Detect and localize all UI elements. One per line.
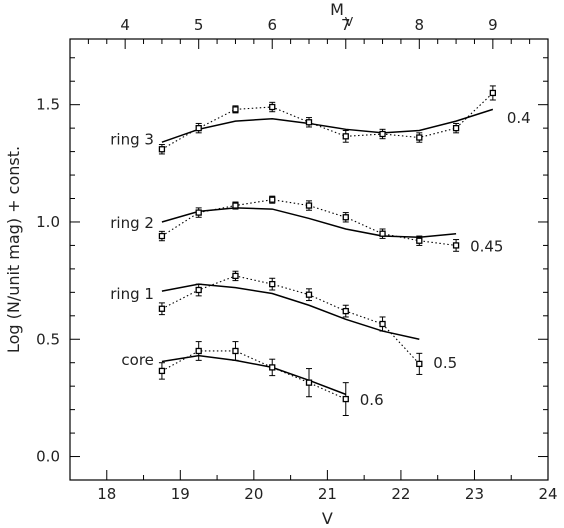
- observed-line: [161, 275, 420, 365]
- data-point: [342, 307, 349, 315]
- data-point: [416, 134, 423, 141]
- top-tick-label: 8: [415, 16, 425, 34]
- model-line: [161, 283, 420, 340]
- y-tick-label: 0.0: [36, 448, 60, 466]
- series-name-label: ring 3: [110, 131, 154, 149]
- data-point: [195, 209, 202, 216]
- series-group: [158, 270, 423, 375]
- x-tick-label: 18: [97, 485, 116, 503]
- annotations: 18 19 20 21 22 23 24 4 5 6 7 8 9 0.0 0.5 1.0 1.5 V Log (N/…: [4, 0, 558, 528]
- data-point: [195, 347, 202, 355]
- x-tick-label: 19: [171, 485, 190, 503]
- slope-label: 0.4: [507, 109, 531, 127]
- slope-label: 0.45: [470, 237, 503, 255]
- series-group: [158, 85, 496, 155]
- plot-border: [69, 38, 549, 481]
- top-axis-title: M: [330, 0, 344, 19]
- data-point: [305, 119, 313, 126]
- observed-line: [161, 350, 346, 400]
- x-tick-label: 24: [538, 485, 557, 503]
- series-group: [158, 195, 460, 252]
- y-tick-label: 1.0: [36, 213, 60, 231]
- top-tick-label: 9: [488, 16, 498, 34]
- data-point: [232, 347, 239, 355]
- data-point: [305, 202, 313, 209]
- series-name-label: ring 2: [110, 214, 154, 232]
- data-point: [342, 133, 349, 140]
- data-point: [269, 280, 276, 288]
- x-tick-label: 23: [465, 485, 484, 503]
- data-point: [158, 367, 166, 375]
- data-point: [158, 146, 166, 153]
- series-name-label: core: [121, 351, 154, 369]
- x-tick-label: 21: [318, 485, 337, 503]
- data-point: [452, 242, 460, 249]
- data-point: [489, 89, 496, 97]
- data-point: [158, 305, 166, 312]
- data-point: [379, 320, 386, 328]
- series-name-label: ring 1: [110, 285, 154, 303]
- data-point: [269, 364, 276, 371]
- top-tick-label: 5: [194, 16, 204, 34]
- model-line: [161, 207, 457, 238]
- top-tick-label: 4: [120, 16, 130, 34]
- data-point: [269, 103, 276, 111]
- data-point: [416, 360, 423, 368]
- data-point: [305, 291, 313, 298]
- model-line: [161, 354, 347, 396]
- data-point: [195, 124, 202, 132]
- top-tick-label: 7: [341, 16, 351, 34]
- data-point: [269, 196, 276, 203]
- x-tick-label: 22: [391, 485, 410, 503]
- data-point: [232, 106, 239, 113]
- x-tick-label: 20: [244, 485, 263, 503]
- observed-line: [161, 199, 457, 246]
- x-axis-title: V: [322, 509, 333, 528]
- data-point: [452, 124, 460, 132]
- data-point: [379, 130, 386, 138]
- top-tick-label: 6: [267, 16, 277, 34]
- top-axis-title-subscript: V: [345, 15, 354, 29]
- y-tick-label: 1.5: [36, 96, 60, 114]
- data-point: [342, 214, 349, 221]
- y-tick-label: 0.5: [36, 330, 60, 348]
- data-series: [158, 85, 496, 416]
- series-group: [158, 341, 349, 416]
- data-point: [305, 379, 313, 386]
- data-point: [232, 272, 239, 280]
- model-line: [161, 108, 494, 143]
- data-point: [158, 232, 166, 240]
- plot-frame: [69, 38, 549, 481]
- data-point: [232, 202, 239, 209]
- observed-line: [161, 92, 494, 150]
- y-axis-title: Log (N/unit mag) + const.: [4, 146, 23, 353]
- data-point: [195, 286, 202, 294]
- slope-label: 0.5: [433, 354, 457, 372]
- axis-ticks: [69, 39, 549, 480]
- data-point: [416, 237, 423, 244]
- data-point: [379, 230, 386, 237]
- data-point: [342, 395, 349, 403]
- slope-label: 0.6: [360, 391, 384, 409]
